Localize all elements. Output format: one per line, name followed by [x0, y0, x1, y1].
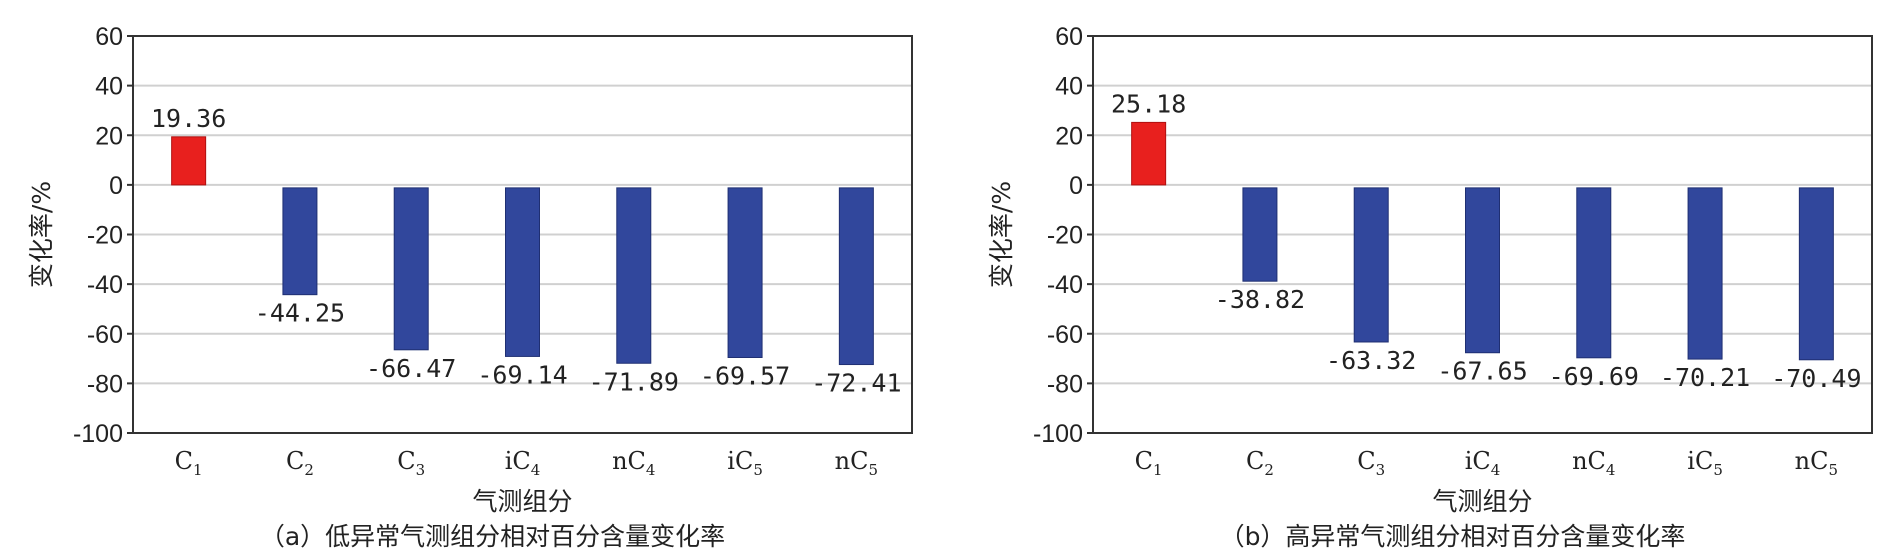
- data-label: -70.49: [1771, 364, 1861, 393]
- y-tick-label: -40: [1047, 271, 1083, 299]
- data-label: 25.18: [1111, 89, 1186, 118]
- data-label: -69.69: [1549, 362, 1639, 391]
- x-tick-label: nC4: [1572, 447, 1615, 479]
- x-tick-label: iC5: [727, 447, 763, 479]
- data-label: -38.82: [1215, 285, 1305, 314]
- x-tick-prefix: nC: [1795, 447, 1829, 475]
- x-tick-subscript: 4: [1491, 461, 1501, 479]
- y-tick-label: -20: [1047, 222, 1083, 250]
- x-tick-prefix: C: [286, 447, 304, 475]
- x-tick-subscript: 5: [1713, 461, 1723, 479]
- x-tick-subscript: 5: [753, 461, 763, 479]
- x-tick-subscript: 4: [531, 461, 541, 479]
- y-tick-label: 40: [1055, 73, 1083, 101]
- bar-c1: [171, 136, 207, 186]
- data-label: -66.47: [366, 354, 456, 383]
- y-tick-label: 0: [109, 172, 123, 200]
- data-label: -70.21: [1660, 363, 1750, 392]
- x-tick-subscript: 1: [193, 461, 203, 479]
- chart-b: 6040200-20-40-60-80-10025.18C1-38.82C2-6…: [987, 23, 1873, 551]
- x-tick-subscript: 3: [416, 461, 426, 479]
- x-tick-subscript: 3: [1376, 461, 1386, 479]
- x-tick-label: C3: [1357, 447, 1385, 479]
- chart-panel-b: 60 40 20 0 -20 -40 -60 -80 -100 25.18 C1 -38.82 C2 -6…: [960, 0, 1890, 558]
- x-tick-prefix: nC: [835, 447, 869, 475]
- x-axis-title: 气测组分: [1432, 487, 1532, 516]
- data-label: -69.57: [700, 361, 790, 390]
- data-label: -69.14: [477, 360, 567, 389]
- x-tick-subscript: 5: [868, 461, 878, 479]
- y-tick-label: 0: [1069, 172, 1083, 200]
- y-tick-label: 20: [95, 122, 123, 150]
- x-tick-label: nC5: [1795, 447, 1838, 479]
- x-tick-prefix: iC: [727, 447, 753, 475]
- y-tick-label: -80: [1047, 370, 1083, 398]
- chart-panel-a: 60 40 20 0 -20 -40 -60 -80 -100 19.36 C1 -44.25 C2 -6…: [0, 0, 930, 558]
- y-axis-title: 变化率/%: [987, 181, 1016, 288]
- x-tick-prefix: C: [397, 447, 415, 475]
- x-axis-title: 气测组分: [472, 487, 572, 516]
- bar-ic4: [1465, 187, 1500, 354]
- data-label: -72.41: [811, 369, 901, 398]
- data-label: -63.32: [1326, 346, 1416, 375]
- x-tick-label: C2: [1246, 447, 1274, 479]
- bar-nc4: [616, 187, 652, 364]
- x-tick-label: C1: [175, 447, 203, 479]
- x-tick-label: iC4: [505, 447, 541, 479]
- x-tick-subscript: 1: [1153, 461, 1163, 479]
- x-tick-prefix: iC: [1687, 447, 1713, 475]
- x-tick-subscript: 4: [646, 461, 656, 479]
- y-tick-label: -20: [87, 222, 123, 250]
- y-tick-label: -40: [87, 271, 123, 299]
- x-tick-prefix: C: [1246, 447, 1264, 475]
- x-tick-prefix: C: [175, 447, 193, 475]
- x-tick-subscript: 5: [1828, 461, 1838, 479]
- x-tick-label: C3: [397, 447, 425, 479]
- data-label: 19.36: [151, 104, 226, 133]
- bar-ic4: [505, 187, 540, 357]
- x-tick-prefix: iC: [1465, 447, 1491, 475]
- x-tick-subscript: 2: [304, 461, 314, 479]
- y-tick-label: -60: [87, 321, 123, 349]
- bar-ic5: [727, 187, 763, 358]
- x-tick-prefix: iC: [505, 447, 531, 475]
- data-label: -67.65: [1437, 357, 1527, 386]
- y-tick-label: 60: [1055, 23, 1083, 51]
- bar-c1: [1131, 121, 1167, 186]
- y-tick-label: -100: [73, 420, 123, 448]
- x-tick-label: nC4: [612, 447, 655, 479]
- data-label: -71.89: [589, 367, 679, 396]
- x-tick-prefix: C: [1357, 447, 1375, 475]
- x-tick-label: iC5: [1687, 447, 1723, 479]
- x-tick-label: iC4: [1465, 447, 1501, 479]
- y-tick-label: 20: [1055, 122, 1083, 150]
- x-tick-prefix: C: [1135, 447, 1153, 475]
- y-tick-label: -60: [1047, 321, 1083, 349]
- x-tick-subscript: 2: [1264, 461, 1274, 479]
- y-tick-label: -80: [87, 370, 123, 398]
- x-tick-label: nC5: [835, 447, 878, 479]
- y-axis-title: 变化率/%: [27, 181, 56, 288]
- bar-nc5: [1798, 187, 1834, 361]
- x-tick-prefix: nC: [1572, 447, 1606, 475]
- data-label: -44.25: [255, 299, 345, 328]
- bar-c3: [393, 187, 429, 351]
- figure-caption: （a）低异常气测组分相对百分含量变化率: [260, 522, 725, 551]
- figure-caption: （b）高异常气测组分相对百分含量变化率: [1220, 522, 1686, 551]
- bar-nc4: [1576, 187, 1612, 359]
- y-tick-label: 40: [95, 73, 123, 101]
- bar-c3: [1353, 187, 1389, 343]
- x-tick-prefix: nC: [612, 447, 646, 475]
- bar-c2: [282, 187, 318, 296]
- x-tick-label: C1: [1135, 447, 1163, 479]
- y-tick-label: 60: [95, 23, 123, 51]
- bar-ic5: [1687, 187, 1723, 360]
- y-tick-label: -100: [1033, 420, 1083, 448]
- x-tick-subscript: 4: [1606, 461, 1616, 479]
- x-tick-label: C2: [286, 447, 314, 479]
- bar-c2: [1242, 187, 1278, 282]
- bar-nc5: [838, 187, 874, 366]
- chart-a: 6040200-20-40-60-80-10019.36C1-44.25C2-6…: [27, 23, 913, 551]
